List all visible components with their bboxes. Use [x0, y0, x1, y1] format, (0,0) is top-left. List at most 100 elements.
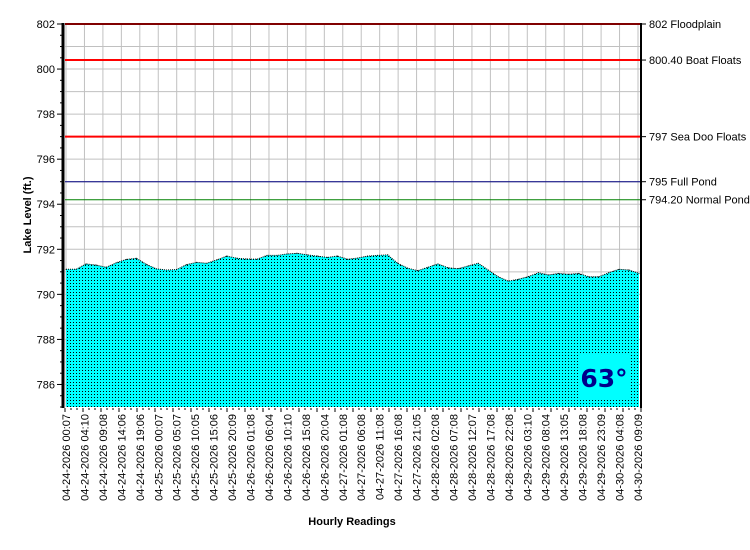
x-tick-label: 04-28-2026 17:08	[485, 414, 497, 501]
y-tick-label: 794	[37, 199, 55, 211]
data-point	[256, 258, 258, 260]
x-tick-label: 04-24-2026 14:06	[116, 414, 128, 501]
x-tick-label: 04-27-2026 06:08	[356, 414, 368, 501]
data-point	[588, 276, 590, 278]
data-point	[367, 255, 369, 257]
data-point	[226, 255, 228, 257]
data-point	[306, 254, 308, 256]
reference-label: 802 Floodplain	[649, 19, 721, 31]
data-point	[236, 257, 238, 259]
data-point	[186, 264, 188, 266]
x-tick-label: 04-29-2026 08:04	[541, 414, 553, 501]
y-tick-label: 802	[37, 19, 55, 31]
data-point	[326, 256, 328, 258]
data-point	[296, 252, 298, 254]
x-tick-labels: 04-24-2026 00:07 04-24-2026 04:10 04-24-20…	[61, 414, 645, 501]
data-point	[357, 257, 359, 259]
data-point	[467, 265, 469, 267]
data-point	[155, 268, 157, 270]
y-tick-label: 786	[37, 379, 55, 391]
x-tick-label: 04-24-2026 19:06	[135, 414, 147, 501]
x-tick-label: 04-27-2026 01:08	[338, 414, 350, 501]
x-tick-label: 04-25-2026 05:07	[172, 414, 184, 501]
x-tick-label: 04-27-2026 16:08	[393, 414, 405, 501]
x-tick-label: 04-28-2026 07:08	[448, 414, 460, 501]
x-tick-label: 04-30-2026 09:09	[633, 414, 645, 501]
x-axis-title: Hourly Readings	[308, 516, 395, 528]
y-tick-label: 800	[37, 64, 55, 76]
data-point	[417, 270, 419, 272]
x-tick-label: 04-28-2026 22:08	[504, 414, 516, 501]
x-tick-label: 04-30-2026 04:08	[615, 414, 627, 501]
x-tick-label: 04-24-2026 00:07	[61, 414, 73, 501]
data-point	[166, 269, 168, 271]
data-point	[568, 273, 570, 275]
reference-label: 797 Sea Doo Floats	[649, 132, 747, 144]
data-point	[387, 254, 389, 256]
data-point	[75, 268, 77, 270]
y-tick-label: 788	[37, 334, 55, 346]
y-tick-labels: 786 788 790 792 794 796 798 800 802	[37, 19, 55, 391]
data-point	[145, 263, 147, 265]
data-point	[135, 257, 137, 259]
data-point	[286, 253, 288, 255]
data-point	[507, 280, 509, 282]
x-tick-label: 04-25-2026 15:06	[209, 414, 221, 501]
data-point	[206, 262, 208, 264]
data-point	[578, 272, 580, 274]
data-point	[95, 264, 97, 266]
x-tick-label: 04-26-2026 01:08	[246, 414, 258, 501]
x-tick-label: 04-26-2026 06:04	[264, 414, 276, 501]
x-tick-label: 04-27-2026 11:08	[375, 414, 387, 500]
data-point	[276, 254, 278, 256]
data-point	[336, 255, 338, 257]
data-point	[628, 269, 630, 271]
data-point	[316, 255, 318, 257]
y-tick-label: 798	[37, 109, 55, 121]
x-tick-label: 04-25-2026 10:05	[190, 414, 202, 501]
y-tick-label: 790	[37, 289, 55, 301]
data-point	[427, 266, 429, 268]
x-tick-label: 04-27-2026 21:05	[412, 414, 424, 501]
reference-label: 800.40 Boat Floats	[649, 55, 742, 67]
data-point	[125, 258, 127, 260]
x-tick-label: 04-24-2026 04:10	[79, 414, 91, 501]
x-tick-label: 04-26-2026 10:10	[282, 414, 294, 501]
data-point	[598, 276, 600, 278]
data-point	[447, 267, 449, 269]
y-axis-title: Lake Level (ft.)	[22, 176, 34, 253]
data-point	[497, 276, 499, 278]
data-point	[397, 262, 399, 264]
x-tick-label: 04-28-2026 02:08	[430, 414, 442, 501]
data-point	[638, 272, 640, 274]
data-point	[176, 269, 178, 271]
data-point	[517, 278, 519, 280]
data-point	[346, 258, 348, 260]
data-point	[477, 262, 479, 264]
x-tick-label: 04-29-2026 13:05	[559, 414, 571, 501]
x-tick-label: 04-24-2026 09:08	[98, 414, 110, 501]
x-tick-label: 04-29-2026 03:10	[522, 414, 534, 501]
data-point	[527, 276, 529, 278]
data-point	[85, 263, 87, 265]
data-point	[407, 267, 409, 269]
x-tick-label: 04-25-2026 20:09	[227, 414, 239, 501]
data-point	[196, 261, 198, 263]
reference-lines: 802 Floodplain 800.40 Boat Floats 797 Sea …	[65, 19, 750, 207]
x-tick-label: 04-26-2026 15:08	[301, 414, 313, 501]
data-point	[548, 274, 550, 276]
data-point	[558, 272, 560, 274]
data-point	[246, 258, 248, 260]
area-series	[65, 252, 640, 407]
data-point	[115, 262, 117, 264]
data-point	[105, 266, 107, 268]
x-tick-label: 04-28-2026 12:07	[467, 414, 479, 501]
reference-label: 795 Full Pond	[649, 177, 717, 189]
x-tick-label: 04-26-2026 20:04	[319, 414, 331, 501]
x-tick-label: 04-29-2026 23:09	[596, 414, 608, 501]
temperature-text: 63°	[580, 364, 627, 393]
y-tick-label: 792	[37, 244, 55, 256]
x-tick-label: 04-29-2026 18:08	[578, 414, 590, 501]
reference-label: 794.20 Normal Pond	[649, 195, 750, 207]
